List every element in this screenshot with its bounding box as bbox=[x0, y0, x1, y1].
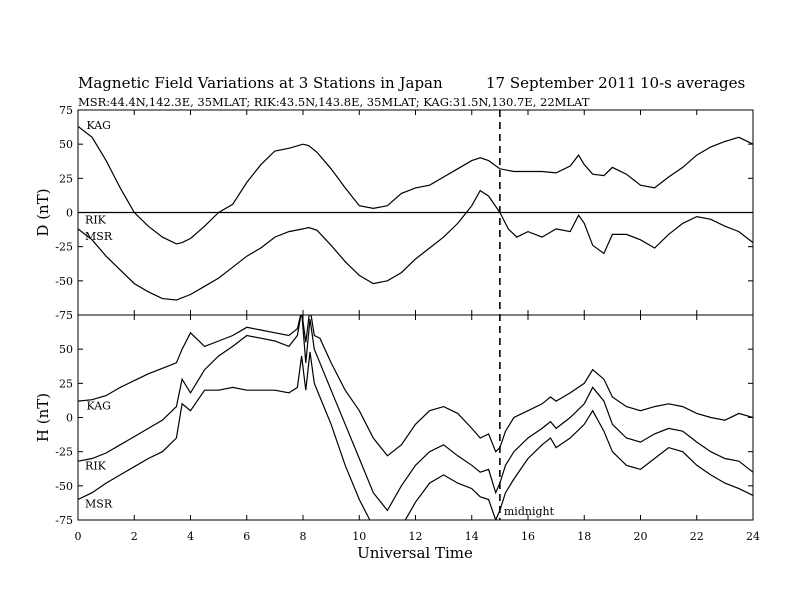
d-panel: 75 50 25 0 -25 -50 -75 D (nT) KAG RIK MSR bbox=[34, 104, 754, 322]
h-series-label-kag: KAG bbox=[86, 399, 111, 412]
x-tick-label: 2 bbox=[131, 530, 138, 543]
x-tick-label: 0 bbox=[75, 530, 82, 543]
x-tick-label: 20 bbox=[634, 530, 648, 543]
midnight-label: midnight bbox=[504, 505, 555, 518]
h-y-tick-label: -75 bbox=[55, 514, 73, 527]
d-y-tick-label: -25 bbox=[55, 241, 73, 254]
d-y-tick-label: 50 bbox=[59, 138, 73, 151]
h-series-label-msr: MSR bbox=[85, 498, 113, 511]
x-tick-label: 8 bbox=[300, 530, 307, 543]
x-tick-label: 14 bbox=[465, 530, 479, 543]
d-y-tick-label: -75 bbox=[55, 309, 73, 322]
d-series-group bbox=[78, 125, 753, 301]
x-tick-label: 16 bbox=[521, 530, 535, 543]
d-y-tick-label: 0 bbox=[66, 207, 73, 220]
d-series-label-kag: KAG bbox=[86, 119, 111, 132]
h-y-tick-label: 50 bbox=[59, 343, 73, 356]
chart-date: 17 September 2011 bbox=[486, 74, 636, 92]
x-tick-label: 12 bbox=[409, 530, 423, 543]
h-series-label-rik: RIK bbox=[85, 459, 107, 472]
h-series-line-rik bbox=[78, 315, 753, 512]
chart-averaging: 10-s averages bbox=[640, 74, 745, 92]
h-series-group bbox=[78, 315, 753, 520]
h-series-line-kag bbox=[78, 315, 753, 457]
midnight-marker: midnight bbox=[499, 110, 555, 520]
d-series-line-kag bbox=[78, 125, 753, 245]
chart-title: Magnetic Field Variations at 3 Stations … bbox=[78, 74, 443, 92]
d-series-line-rik-msr bbox=[78, 189, 753, 301]
h-y-tick-label: -50 bbox=[55, 480, 73, 493]
x-axis: 0 2 4 6 8 10 12 14 16 18 20 22 24 bbox=[75, 110, 760, 543]
h-panel: 50 25 0 -25 -50 -75 H (nT) KAG RIK MSR bbox=[34, 314, 754, 527]
d-series-label-msr: MSR bbox=[85, 230, 113, 243]
d-y-tick-label: 75 bbox=[59, 104, 73, 117]
d-y-tick-label: 25 bbox=[59, 172, 73, 185]
d-y-axis-label: D (nT) bbox=[34, 188, 52, 236]
h-y-tick-label: 25 bbox=[59, 377, 73, 390]
x-axis-label: Universal Time bbox=[357, 544, 473, 562]
h-series-line-msr bbox=[78, 351, 753, 520]
h-y-axis-label: H (nT) bbox=[34, 393, 52, 442]
station-info: MSR:44.4N,142.3E, 35MLAT; RIK:43.5N,143.… bbox=[78, 95, 590, 109]
x-tick-label: 6 bbox=[243, 530, 250, 543]
x-tick-label: 10 bbox=[352, 530, 366, 543]
h-y-tick-label: -25 bbox=[55, 446, 73, 459]
x-tick-label: 4 bbox=[187, 530, 194, 543]
x-tick-label: 22 bbox=[690, 530, 704, 543]
d-series-label-rik: RIK bbox=[85, 213, 107, 226]
x-tick-label: 24 bbox=[746, 530, 760, 543]
x-tick-label: 18 bbox=[577, 530, 591, 543]
d-y-tick-label: -50 bbox=[55, 275, 73, 288]
h-y-tick-label: 0 bbox=[66, 412, 73, 425]
